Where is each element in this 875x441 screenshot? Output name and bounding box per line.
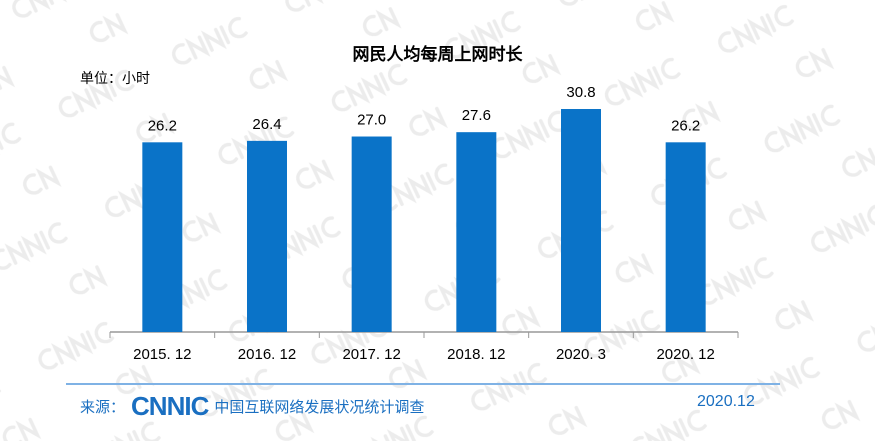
chart-title: 网民人均每周上网时长 <box>352 45 523 65</box>
x-tick-label: 2016. 12 <box>238 346 296 363</box>
data-label: 26.4 <box>252 116 281 133</box>
data-label: 27.0 <box>357 112 386 129</box>
footer-divider <box>66 383 780 385</box>
bar <box>142 142 183 332</box>
data-label: 26.2 <box>671 117 700 134</box>
x-tick-label: 2020. 3 <box>556 346 606 363</box>
x-tick-label: 2020. 12 <box>656 346 714 363</box>
data-label: 26.2 <box>148 117 177 134</box>
bar <box>665 142 706 332</box>
bar <box>247 140 287 332</box>
cnnic-logo: CNNIC <box>131 391 209 421</box>
bar <box>561 109 601 333</box>
x-tick-label: 2018. 12 <box>447 346 505 363</box>
source: 来源： CNNIC 中国互联网络发展状况统计调查 <box>80 391 424 422</box>
footer-date: 2020.12 <box>697 393 755 410</box>
bar <box>456 132 497 332</box>
data-label: 30.8 <box>566 84 595 101</box>
source-label: 来源： <box>80 398 126 416</box>
y-unit-label: 单位：小时 <box>80 71 150 87</box>
x-tick-label: 2015. 12 <box>133 346 191 363</box>
bar <box>351 136 392 332</box>
source-name: 中国互联网络发展状况统计调查 <box>214 398 425 416</box>
data-label: 27.6 <box>462 107 491 124</box>
x-tick-label: 2017. 12 <box>342 346 400 363</box>
